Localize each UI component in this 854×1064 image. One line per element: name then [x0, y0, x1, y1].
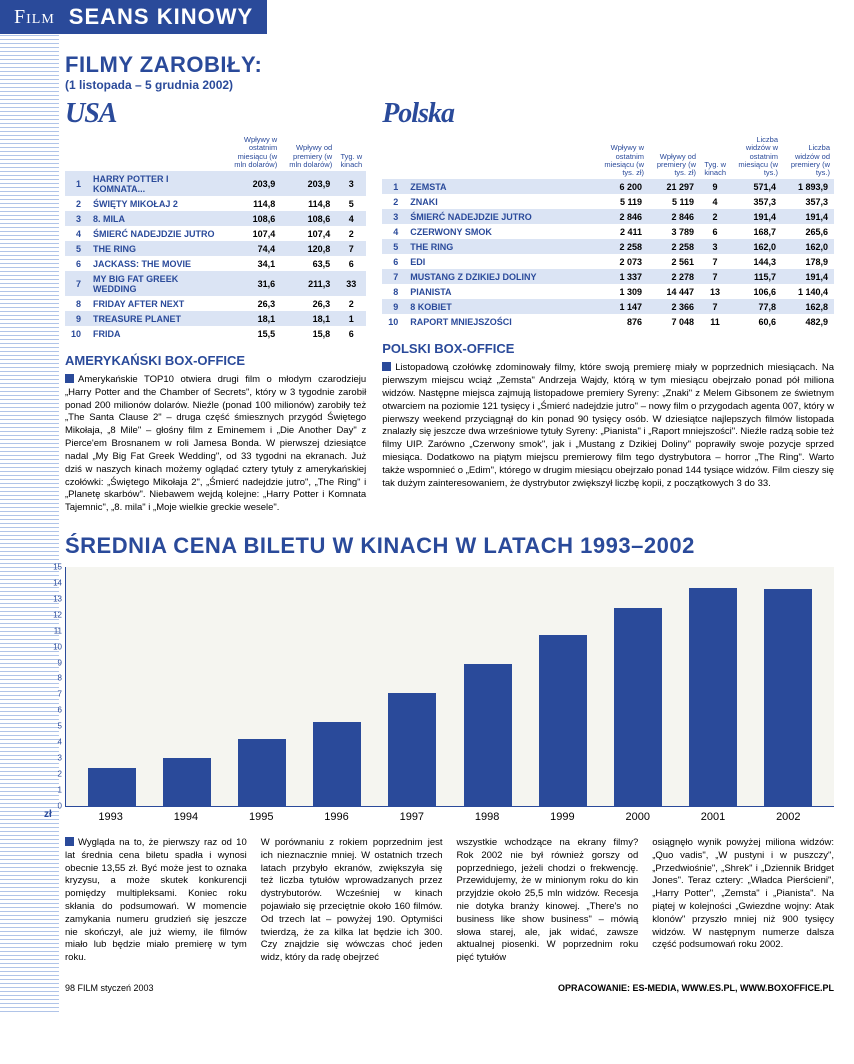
- table-row: 9TREASURE PLANET18,118,11: [65, 311, 366, 326]
- table-row: 2ZNAKI5 1195 1194357,3357,3: [382, 194, 834, 209]
- table-row: 2ŚWIĘTY MIKOŁAJ 2114,8114,85: [65, 196, 366, 211]
- chart-bar: [539, 635, 587, 805]
- footer: 98 FILM styczeń 2003 OPRACOWANIE: ES-MED…: [65, 983, 834, 993]
- poland-heading: Polska: [382, 98, 834, 130]
- x-tick-label: 2000: [614, 811, 662, 823]
- x-tick-label: 1996: [313, 811, 361, 823]
- table-row: 7MUSTANG Z DZIKIEJ DOLINY1 3372 2787115,…: [382, 269, 834, 284]
- footer-left: 98 FILM styczeń 2003: [65, 983, 154, 993]
- bottom-text: Wygląda na to, że pierwszy raz od 10 lat…: [65, 837, 834, 965]
- pl-box-text: Listopadową czołówkę zdominowały filmy, …: [382, 362, 834, 490]
- bullet-icon: [382, 362, 391, 371]
- table-row: 10RAPORT MNIEJSZOŚCI8767 0481160,6482,9: [382, 314, 834, 329]
- x-axis-labels: 1993 1994 1995 1996 1997 1998 1999 2000 2001 2002: [65, 811, 834, 823]
- table-row: 6JACKASS: THE MOVIE34,163,56: [65, 256, 366, 271]
- chart-bar: [614, 608, 662, 806]
- table-row: 98 KOBIET1 1472 366777,8162,8: [382, 299, 834, 314]
- table-row: 5THE RING2 2582 2583162,0162,0: [382, 239, 834, 254]
- chart-bar: [464, 664, 512, 806]
- table-row: 1HARRY POTTER I KOMNATA...203,9203,93: [65, 171, 366, 196]
- us-box-heading: AMERYKAŃSKI BOX-OFFICE: [65, 353, 366, 368]
- bottom-c2: W porównaniu z rokiem poprzednim jest ic…: [261, 837, 443, 963]
- table-row: 3ŚMIERĆ NADEJDZIE JUTRO2 8462 8462191,41…: [382, 209, 834, 224]
- page-title: SEANS KINOWY: [69, 4, 253, 30]
- footer-right: OPRACOWANIE: ES-MEDIA, WWW.ES.PL, WWW.BO…: [558, 983, 834, 993]
- chart-bar: [689, 588, 737, 806]
- bar-chart: 0123456789101112131415 zł: [65, 567, 834, 807]
- header-bar: Film SEANS KINOWY: [0, 0, 267, 34]
- table-row: 7MY BIG FAT GREEK WEDDING31,6211,333: [65, 271, 366, 296]
- chart-bar: [764, 589, 812, 806]
- bottom-c3: wszystkie wchodzące na ekrany filmy? Rok…: [457, 837, 639, 963]
- us-box-text: Amerykańskie TOP10 otwiera drugi film o …: [65, 374, 366, 515]
- chart-bar: [163, 758, 211, 806]
- x-tick-label: 1997: [388, 811, 436, 823]
- x-tick-label: 1998: [463, 811, 511, 823]
- table-row: 8PIANISTA1 30914 44713106,61 140,4: [382, 284, 834, 299]
- pl-h-v2: Liczba widzów od premiery (w tys.): [782, 134, 834, 179]
- chart-bar: [313, 722, 361, 806]
- x-tick-label: 2001: [689, 811, 737, 823]
- pl-h-v1: Liczba widzów w ostatnim miesiącu (w tys…: [730, 134, 782, 179]
- decorative-rail: [0, 0, 60, 1013]
- earnings-title: FILMY ZAROBIŁY:: [65, 52, 834, 78]
- x-tick-label: 1999: [538, 811, 586, 823]
- usa-h-month: Wpływy w ostatnim miesiącu (w mln dolaró…: [226, 134, 281, 171]
- chart-title: ŚREDNIA CENA BILETU W KINACH W LATACH 19…: [65, 533, 834, 559]
- bottom-c4: osiągnęło wynik powyżej miliona widzów: …: [652, 837, 834, 951]
- table-row: 4ŚMIERĆ NADEJDZIE JUTRO107,4107,42: [65, 226, 366, 241]
- bullet-icon: [65, 837, 74, 846]
- table-row: 6EDI2 0732 5617144,3178,9: [382, 254, 834, 269]
- x-tick-label: 1995: [237, 811, 285, 823]
- pl-h-weeks: Tyg. w kinach: [700, 134, 730, 179]
- table-row: 5THE RING74,4120,87: [65, 241, 366, 256]
- pl-h-prem: Wpływy od premiery (w tys. zł): [648, 134, 700, 179]
- section-label: Film: [0, 6, 69, 29]
- usa-h-weeks: Tyg. w kinach: [336, 134, 366, 171]
- pl-h-month: Wpływy w ostatnim miesiącu (w tys. zł): [596, 134, 648, 179]
- bullet-icon: [65, 374, 74, 383]
- x-tick-label: 1994: [162, 811, 210, 823]
- chart-bar: [238, 739, 286, 806]
- table-row: 4CZERWONY SMOK2 4113 7896168,7265,6: [382, 224, 834, 239]
- table-row: 8FRIDAY AFTER NEXT26,326,32: [65, 296, 366, 311]
- pl-box-heading: POLSKI BOX-OFFICE: [382, 341, 834, 356]
- poland-table: Wpływy w ostatnim miesiącu (w tys. zł) W…: [382, 134, 834, 329]
- y-axis-label: zł: [44, 809, 52, 820]
- table-row: 1ZEMSTA6 20021 2979571,41 893,9: [382, 179, 834, 194]
- earnings-period: (1 listopada – 5 grudnia 2002): [65, 78, 834, 92]
- x-tick-label: 2002: [764, 811, 812, 823]
- chart-bar: [88, 768, 136, 806]
- usa-h-prem: Wpływy od premiery (w mln dolarów): [281, 134, 336, 171]
- table-row: 10FRIDA15,515,86: [65, 326, 366, 341]
- bottom-c1: Wygląda na to, że pierwszy raz od 10 lat…: [65, 837, 247, 963]
- usa-heading: USA: [65, 98, 366, 130]
- chart-bar: [388, 693, 436, 806]
- table-row: 38. MILA108,6108,64: [65, 211, 366, 226]
- x-tick-label: 1993: [87, 811, 135, 823]
- usa-table: Wpływy w ostatnim miesiącu (w mln dolaró…: [65, 134, 366, 341]
